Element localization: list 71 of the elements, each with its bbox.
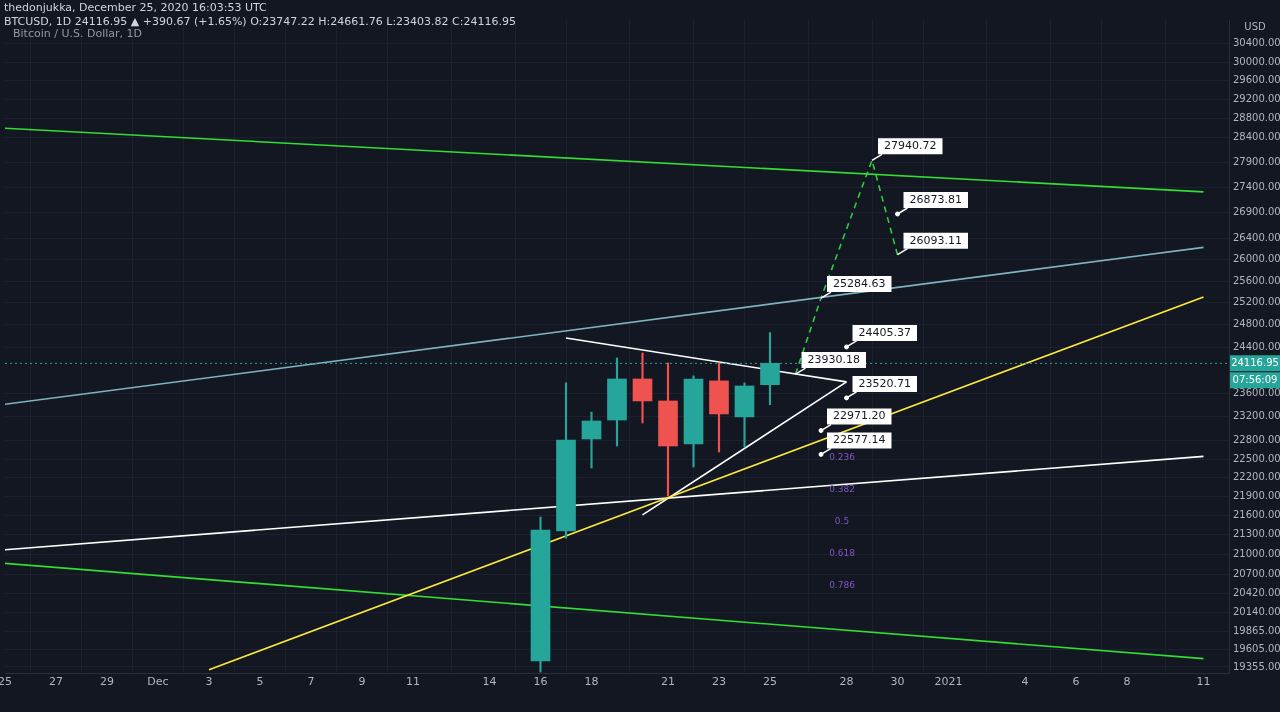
y-tick-label: 25600.00 — [1233, 274, 1280, 286]
data-label: 26873.81 — [909, 192, 962, 206]
y-tick-label: 20420.00 — [1233, 586, 1280, 598]
y-tick-label: 25200.00 — [1233, 296, 1280, 308]
text: 07:56:09 — [1232, 373, 1278, 385]
data-label: 26093.11 — [909, 233, 962, 247]
y-tick-label: 24400.00 — [1233, 340, 1280, 352]
annotation: 0.236 — [829, 452, 856, 463]
y-tick-label: 29200.00 — [1233, 93, 1280, 105]
y-tick-label: 23600.00 — [1233, 386, 1280, 398]
y-tick-label: 21900.00 — [1233, 490, 1280, 502]
data-label: 22971.20 — [833, 409, 886, 423]
y-tick-label: 27400.00 — [1233, 180, 1280, 192]
x-tick-label: 11 — [406, 675, 420, 689]
x-tick-label: 27 — [49, 675, 63, 689]
y-tick-label: 21600.00 — [1233, 509, 1280, 521]
y-tick-label: 20700.00 — [1233, 567, 1280, 579]
x-tick-label: Dec — [147, 675, 169, 689]
x-tick-label: 8 — [1123, 675, 1131, 689]
y-tick-label: 24800.00 — [1233, 318, 1280, 330]
data-label: 25284.63 — [833, 276, 886, 290]
x-tick-label: 18 — [584, 675, 599, 689]
chart-title: thedonjukka, December 25, 2020 16:03:53 UTC — [4, 1, 268, 15]
x-tick-label: 21 — [661, 675, 675, 689]
y-tick-label: 30400.00 — [1233, 37, 1280, 49]
annotation: 0.382 — [829, 484, 855, 495]
data-label: 27940.72 — [884, 139, 937, 153]
y-tick-label: 22500.00 — [1233, 452, 1280, 464]
y-tick-label: 30000.00 — [1233, 55, 1280, 67]
x-tick-label: 25 — [763, 675, 777, 689]
y-axis-title: USD — [1244, 20, 1266, 32]
y-tick-label: 21000.00 — [1233, 547, 1280, 559]
annotation: 0.786 — [829, 580, 856, 591]
x-tick-label: 6 — [1072, 675, 1080, 689]
x-tick-label: 4 — [1021, 675, 1029, 689]
y-tick-label: 26000.00 — [1233, 253, 1280, 265]
x-tick-label: 9 — [358, 675, 366, 689]
y-tick-label: 27900.00 — [1233, 155, 1280, 167]
data-label: 24405.37 — [858, 325, 911, 339]
x-tick-label: 29 — [100, 675, 114, 689]
x-tick-label: 16 — [533, 675, 548, 689]
data-label: 23930.18 — [807, 352, 860, 366]
x-tick-label: 5 — [256, 675, 264, 689]
y-tick-label: 22800.00 — [1233, 434, 1280, 446]
y-tick-label: 29600.00 — [1233, 74, 1280, 86]
y-tick-label: 28800.00 — [1233, 112, 1280, 124]
data-label: 23520.71 — [858, 376, 911, 390]
x-tick-label: 3 — [205, 675, 213, 689]
y-tick-label: 23200.00 — [1233, 410, 1280, 422]
x-tick-label: 30 — [890, 675, 905, 689]
chart-subtitle: BTCUSD, 1D 24116.95 ▲ +390.67 (+1.65%) O:23747.22 H:24661.76 L:23403.82 C:24116.95 — [4, 15, 516, 29]
x-tick-label: 11 — [1196, 675, 1211, 689]
y-tick-label: 19355.00 — [1233, 660, 1280, 672]
y-tick-label: 26900.00 — [1233, 206, 1280, 218]
y-tick-label: 19865.00 — [1233, 624, 1280, 636]
y-tick-label: 22200.00 — [1233, 471, 1280, 483]
y-tick-label: 28400.00 — [1233, 131, 1280, 143]
annotation: 0.5 — [834, 516, 850, 527]
y-tick-label: 26400.00 — [1233, 232, 1280, 244]
x-tick-label: 2021 — [934, 675, 963, 689]
y-tick-label: 20140.00 — [1233, 605, 1280, 617]
data-label: 22577.14 — [833, 433, 886, 447]
y-tick-label: 19605.00 — [1233, 642, 1280, 654]
x-tick-label: 23 — [712, 675, 726, 689]
x-tick-label: 14 — [482, 675, 497, 689]
annotation: 0.618 — [829, 548, 856, 559]
x-tick-label: 28 — [839, 675, 854, 689]
annotation: Bitcoin / U.S. Dollar, 1D — [13, 26, 142, 40]
x-tick-label: 7 — [307, 675, 315, 689]
ref-line-label: 24116.95 — [1231, 356, 1279, 368]
y-tick-label: 21300.00 — [1233, 528, 1280, 540]
